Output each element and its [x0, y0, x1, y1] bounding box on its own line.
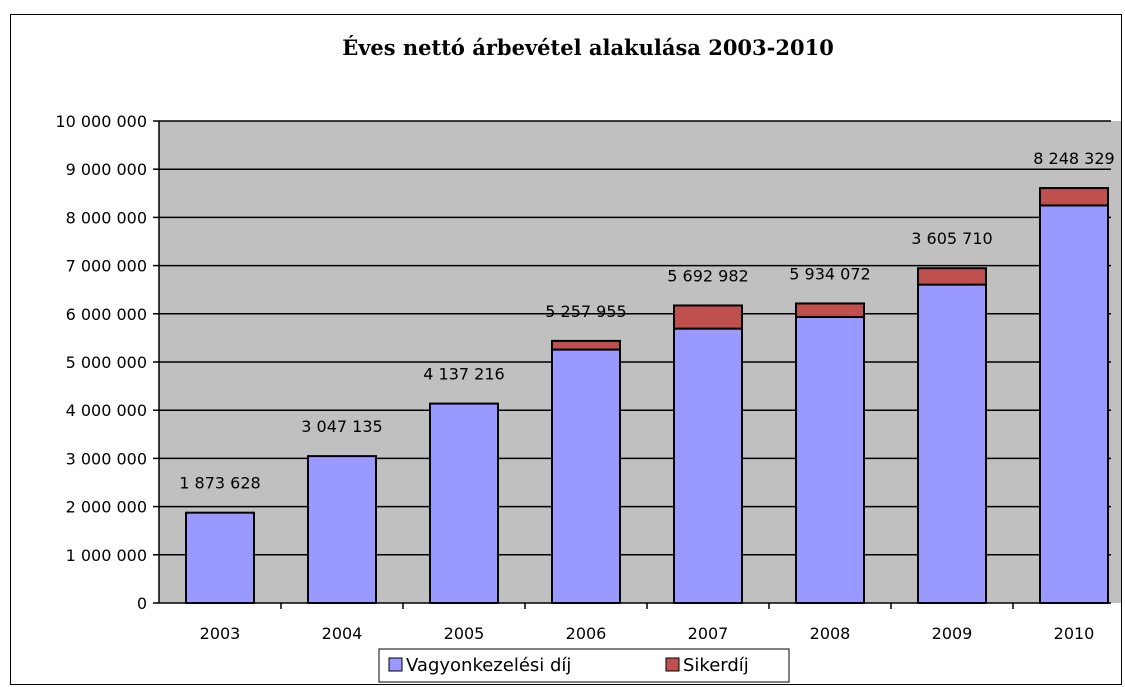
y-tick-label: 2 000 000	[66, 498, 147, 517]
x-tick-label: 2007	[688, 624, 729, 643]
bar-segment-vagyonkezelesi	[429, 402, 499, 604]
x-tick-label: 2003	[200, 624, 241, 643]
bar-segment-vagyonkezelesi	[673, 327, 743, 604]
bar-segment-vagyonkezelesi	[307, 455, 377, 604]
data-label: 5 934 072	[789, 264, 870, 283]
legend: Vagyonkezelési díj Sikerdíj	[378, 648, 790, 683]
bars	[185, 187, 1109, 604]
data-label: 1 873 628	[179, 474, 260, 493]
legend-swatch-sikerdij	[665, 657, 680, 672]
bar-segment-sikerdij	[673, 304, 743, 330]
bar-segment-sikerdij	[551, 339, 621, 351]
bar-segment-sikerdij	[795, 302, 865, 318]
legend-label-sikerdij: Sikerdíj	[683, 655, 749, 676]
chart-frame: Éves nettó árbevétel alakulása 2003-2010…	[10, 14, 1122, 685]
data-label: 3 047 135	[301, 417, 382, 436]
y-axis-ticks: 0 1 000 000 2 000 000 3 000 000 4 000 000 5 0…	[55, 112, 159, 613]
data-labels: 1 873 628 3 047 135 4 137 216 5 257 955 5 69…	[179, 149, 1114, 493]
data-label: 5 692 982	[667, 266, 748, 285]
y-tick-label: 5 000 000	[66, 353, 147, 372]
x-axis-ticks: 2003 2004 2005 2006 2007 2008 2009 2010	[200, 603, 1095, 643]
bar-segment-vagyonkezelesi	[795, 315, 865, 604]
bar-segment-sikerdij	[1039, 187, 1109, 207]
bar-segment-vagyonkezelesi	[185, 511, 255, 604]
y-tick-label: 9 000 000	[66, 160, 147, 179]
y-tick-label: 10 000 000	[55, 112, 147, 131]
x-tick-label: 2005	[444, 624, 485, 643]
y-tick-label: 6 000 000	[66, 305, 147, 324]
y-tick-label: 0	[137, 594, 147, 613]
x-tick-label: 2010	[1054, 624, 1095, 643]
legend-swatch-vagyonkezelesi	[388, 657, 403, 672]
bar-segment-vagyonkezelesi	[917, 283, 987, 604]
data-label: 4 137 216	[423, 365, 504, 384]
x-tick-label: 2008	[810, 624, 851, 643]
data-label: 5 257 955	[545, 302, 626, 321]
x-tick-label: 2006	[566, 624, 607, 643]
y-tick-label: 7 000 000	[66, 257, 147, 276]
y-tick-label: 4 000 000	[66, 401, 147, 420]
x-tick-label: 2004	[322, 624, 363, 643]
data-label: 3 605 710	[911, 229, 992, 248]
data-label: 8 248 329	[1033, 149, 1114, 168]
bar-segment-vagyonkezelesi	[551, 348, 621, 604]
stacked-bar-chart: Éves nettó árbevétel alakulása 2003-2010…	[55, 35, 1121, 683]
x-tick-label: 2009	[932, 624, 973, 643]
legend-label-vagyonkezelesi: Vagyonkezelési díj	[406, 655, 571, 676]
y-tick-label: 3 000 000	[66, 449, 147, 468]
y-tick-label: 1 000 000	[66, 546, 147, 565]
chart-title: Éves nettó árbevétel alakulása 2003-2010	[342, 35, 834, 60]
bar-segment-sikerdij	[917, 267, 987, 286]
y-tick-label: 8 000 000	[66, 208, 147, 227]
legend-box	[378, 648, 790, 683]
bar-segment-vagyonkezelesi	[1039, 204, 1109, 604]
